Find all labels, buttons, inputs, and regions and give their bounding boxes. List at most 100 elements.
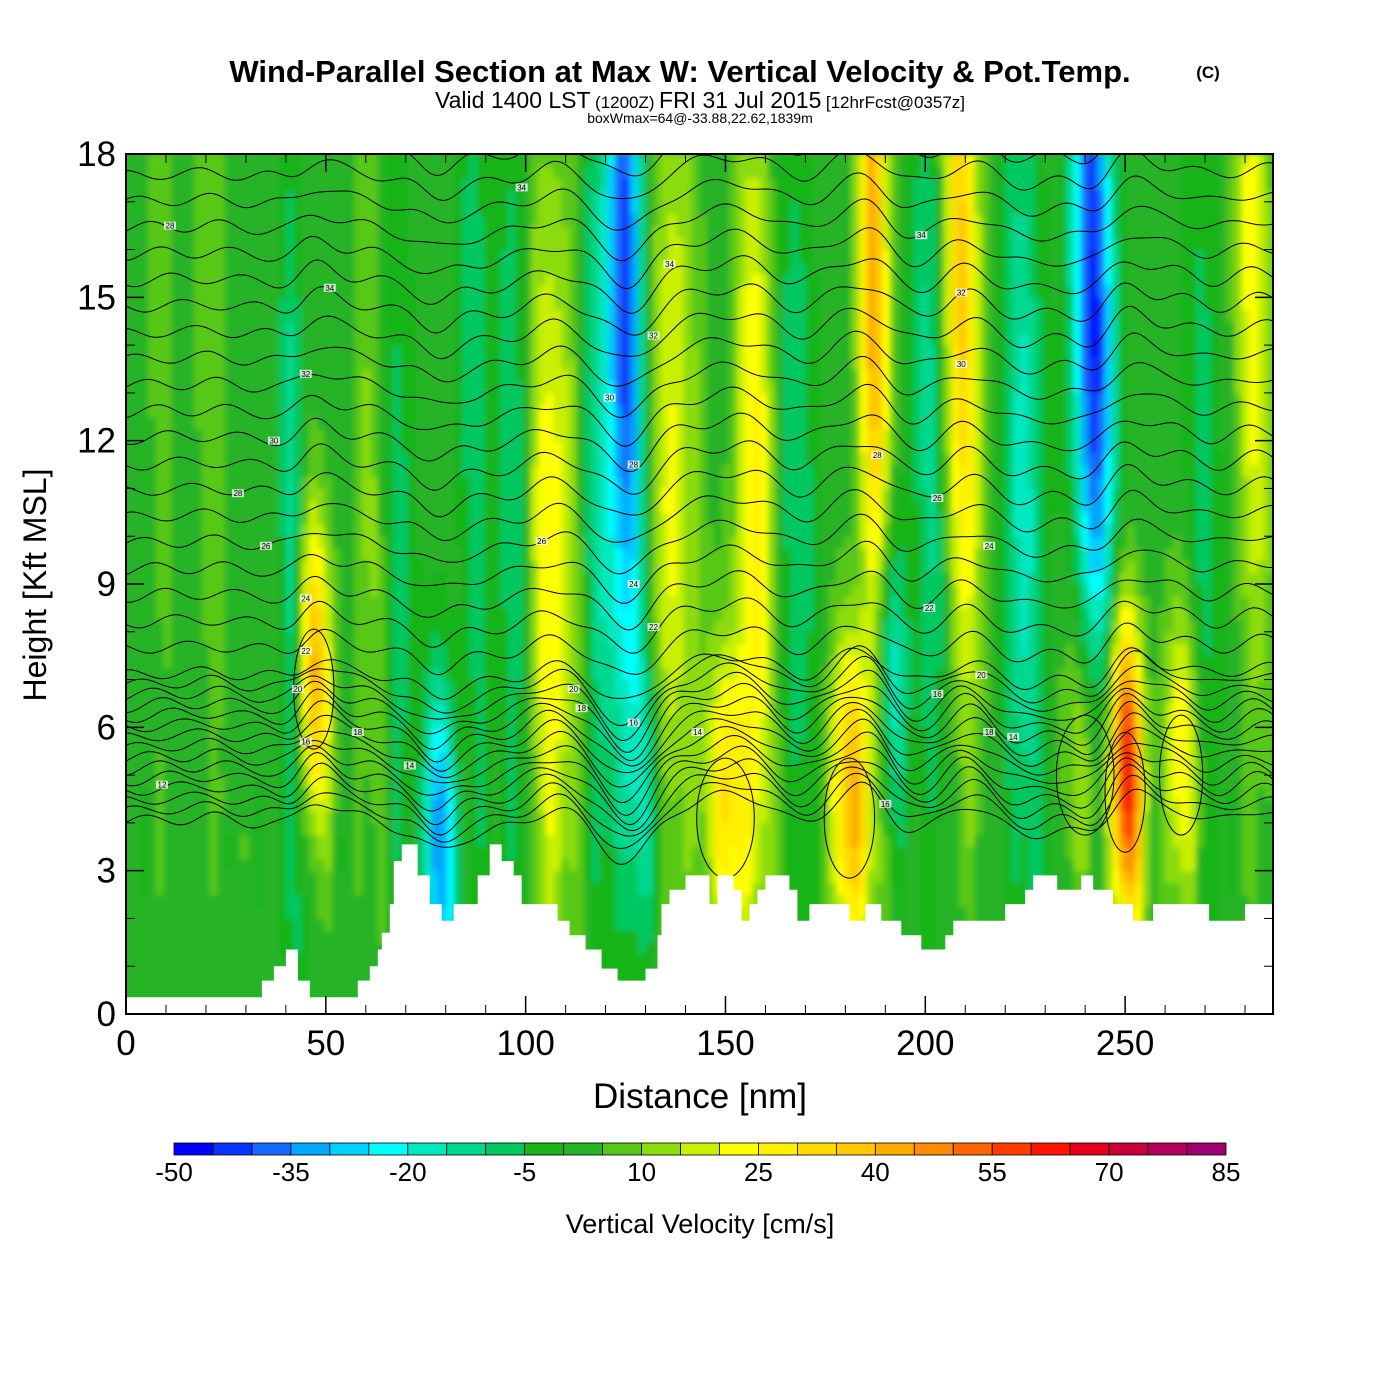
field-cell	[507, 260, 517, 274]
field-cell	[591, 428, 601, 442]
field-cell	[561, 499, 571, 513]
field-cell	[156, 834, 165, 848]
field-cell	[263, 965, 272, 979]
field-cell	[431, 882, 441, 896]
field-cell	[156, 679, 165, 693]
field-cell	[591, 750, 601, 764]
field-cell	[286, 511, 295, 525]
field-cell	[331, 475, 341, 489]
field-cell	[607, 284, 616, 298]
field-cell	[576, 607, 586, 621]
field-cell	[148, 535, 158, 549]
field-cell	[255, 487, 265, 501]
field-cell	[186, 284, 196, 298]
field-cell	[377, 464, 387, 478]
field-cell	[324, 750, 333, 764]
field-cell	[171, 487, 181, 501]
field-cell	[194, 237, 203, 251]
field-cell	[186, 332, 196, 346]
field-cell	[339, 154, 349, 167]
field-cell	[393, 690, 402, 704]
field-cell	[301, 499, 311, 513]
field-cell	[301, 571, 311, 585]
field-cell	[607, 272, 616, 286]
field-cell	[653, 894, 662, 908]
field-cell	[400, 475, 410, 489]
field-cell	[347, 404, 356, 418]
field-cell	[438, 905, 448, 919]
field-cell	[408, 356, 418, 370]
field-cell	[301, 535, 311, 549]
field-cell	[194, 344, 203, 358]
field-cell	[293, 762, 303, 776]
field-cell	[622, 667, 632, 681]
field-cell	[423, 356, 433, 370]
field-cell	[622, 284, 632, 298]
field-cell	[209, 977, 219, 991]
field-cell	[163, 344, 173, 358]
field-cell	[385, 440, 395, 454]
field-cell	[584, 165, 593, 179]
field-cell	[523, 810, 532, 824]
field-cell	[454, 798, 463, 812]
field-cell	[591, 905, 601, 919]
field-cell	[354, 559, 364, 573]
field-cell	[163, 690, 173, 704]
field-cell	[316, 559, 326, 573]
field-cell	[469, 655, 479, 669]
field-cell	[492, 296, 502, 310]
field-cell	[469, 249, 479, 263]
field-cell	[423, 237, 433, 251]
field-cell	[217, 941, 226, 955]
field-cell	[500, 511, 509, 525]
field-cell	[568, 356, 578, 370]
field-cell	[278, 249, 288, 263]
field-cell	[538, 260, 548, 274]
field-cell	[507, 774, 517, 788]
field-cell	[286, 213, 295, 227]
field-cell	[393, 249, 402, 263]
field-cell	[484, 225, 494, 239]
field-cell	[622, 428, 632, 442]
field-cell	[630, 822, 639, 836]
field-cell	[553, 894, 563, 908]
field-cell	[148, 547, 158, 561]
field-cell	[171, 416, 181, 430]
field-cell	[201, 535, 211, 549]
field-cell	[232, 284, 242, 298]
field-cell	[247, 786, 257, 800]
field-cell	[156, 272, 165, 286]
field-cell	[423, 475, 433, 489]
field-cell	[201, 296, 211, 310]
field-cell	[446, 154, 456, 167]
field-cell	[324, 523, 333, 537]
field-cell	[546, 165, 555, 179]
field-cell	[546, 499, 555, 513]
field-cell	[607, 870, 616, 884]
field-cell	[614, 237, 624, 251]
field-cell	[393, 595, 402, 609]
field-cell	[301, 356, 311, 370]
field-cell	[431, 260, 441, 274]
field-cell	[286, 428, 295, 442]
field-cell	[339, 452, 349, 466]
field-cell	[293, 320, 303, 334]
field-cell	[331, 559, 341, 573]
field-cell	[286, 870, 295, 884]
field-cell	[538, 882, 548, 896]
field-cell	[530, 607, 540, 621]
field-cell	[270, 535, 280, 549]
field-cell	[232, 894, 242, 908]
field-cell	[561, 643, 571, 657]
field-cell	[278, 953, 288, 967]
field-cell	[637, 941, 647, 955]
field-cell	[584, 583, 593, 597]
field-cell	[438, 272, 448, 286]
field-cell	[461, 535, 471, 549]
field-cell	[538, 332, 548, 346]
field-cell	[431, 559, 441, 573]
field-cell	[331, 882, 341, 896]
field-cell	[423, 547, 433, 561]
field-cell	[553, 607, 563, 621]
field-cell	[347, 464, 356, 478]
